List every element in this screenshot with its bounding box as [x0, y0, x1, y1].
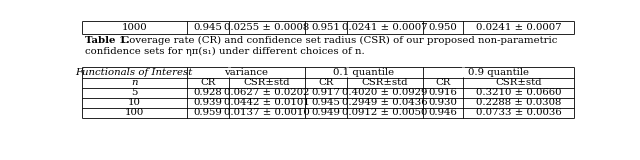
Text: 0.917: 0.917 — [311, 88, 340, 97]
Text: 0.0627 ± 0.0202: 0.0627 ± 0.0202 — [224, 88, 310, 97]
Text: confidence sets for ηπ(s₁) under different choices of n.: confidence sets for ηπ(s₁) under differe… — [85, 47, 365, 56]
Text: 0.945: 0.945 — [311, 98, 340, 107]
Text: 0.930: 0.930 — [428, 98, 457, 107]
Text: 0.0255 ± 0.0008: 0.0255 ± 0.0008 — [224, 23, 309, 32]
Text: CSR±std: CSR±std — [495, 78, 542, 87]
Text: 0.0241 ± 0.0007: 0.0241 ± 0.0007 — [476, 23, 561, 32]
Text: 100: 100 — [125, 108, 144, 117]
Text: n: n — [131, 78, 138, 87]
Text: 0.0442 ± 0.0101: 0.0442 ± 0.0101 — [224, 98, 310, 107]
Text: CR: CR — [200, 78, 216, 87]
Text: 0.0241 ± 0.0007: 0.0241 ± 0.0007 — [342, 23, 428, 32]
Text: 0.0137 ± 0.0010: 0.0137 ± 0.0010 — [224, 108, 310, 117]
Text: 0.0733 ± 0.0036: 0.0733 ± 0.0036 — [476, 108, 561, 117]
Text: 0.928: 0.928 — [193, 88, 222, 97]
Text: 0.0912 ± 0.0050: 0.0912 ± 0.0050 — [342, 108, 428, 117]
Text: 0.951: 0.951 — [311, 23, 340, 32]
Text: 1000: 1000 — [122, 23, 147, 32]
Text: 0.949: 0.949 — [311, 108, 340, 117]
Text: 0.2949 ± 0.0436: 0.2949 ± 0.0436 — [342, 98, 428, 107]
Text: CR: CR — [318, 78, 333, 87]
Text: 0.946: 0.946 — [428, 108, 457, 117]
Text: Functionals of Interest: Functionals of Interest — [76, 68, 193, 77]
Text: Coverage rate (CR) and confidence set radius (CSR) of our proposed non-parametri: Coverage rate (CR) and confidence set ra… — [115, 36, 557, 45]
Text: 0.939: 0.939 — [193, 98, 222, 107]
Text: 5: 5 — [131, 88, 138, 97]
Text: 0.950: 0.950 — [428, 23, 457, 32]
Text: 0.959: 0.959 — [193, 108, 222, 117]
Text: 0.945: 0.945 — [193, 23, 222, 32]
Text: CSR±std: CSR±std — [362, 78, 408, 87]
Text: 0.2288 ± 0.0308: 0.2288 ± 0.0308 — [476, 98, 561, 107]
Text: 0.916: 0.916 — [428, 88, 457, 97]
Text: variance: variance — [224, 68, 268, 77]
Text: 0.3210 ± 0.0660: 0.3210 ± 0.0660 — [476, 88, 561, 97]
Text: 0.1 quantile: 0.1 quantile — [333, 68, 394, 77]
Text: 0.9 quantile: 0.9 quantile — [468, 68, 529, 77]
Text: 0.4020 ± 0.0929: 0.4020 ± 0.0929 — [342, 88, 428, 97]
Text: CSR±std: CSR±std — [244, 78, 290, 87]
Text: Table 1.: Table 1. — [85, 36, 130, 45]
Text: CR: CR — [435, 78, 451, 87]
Text: 10: 10 — [128, 98, 141, 107]
